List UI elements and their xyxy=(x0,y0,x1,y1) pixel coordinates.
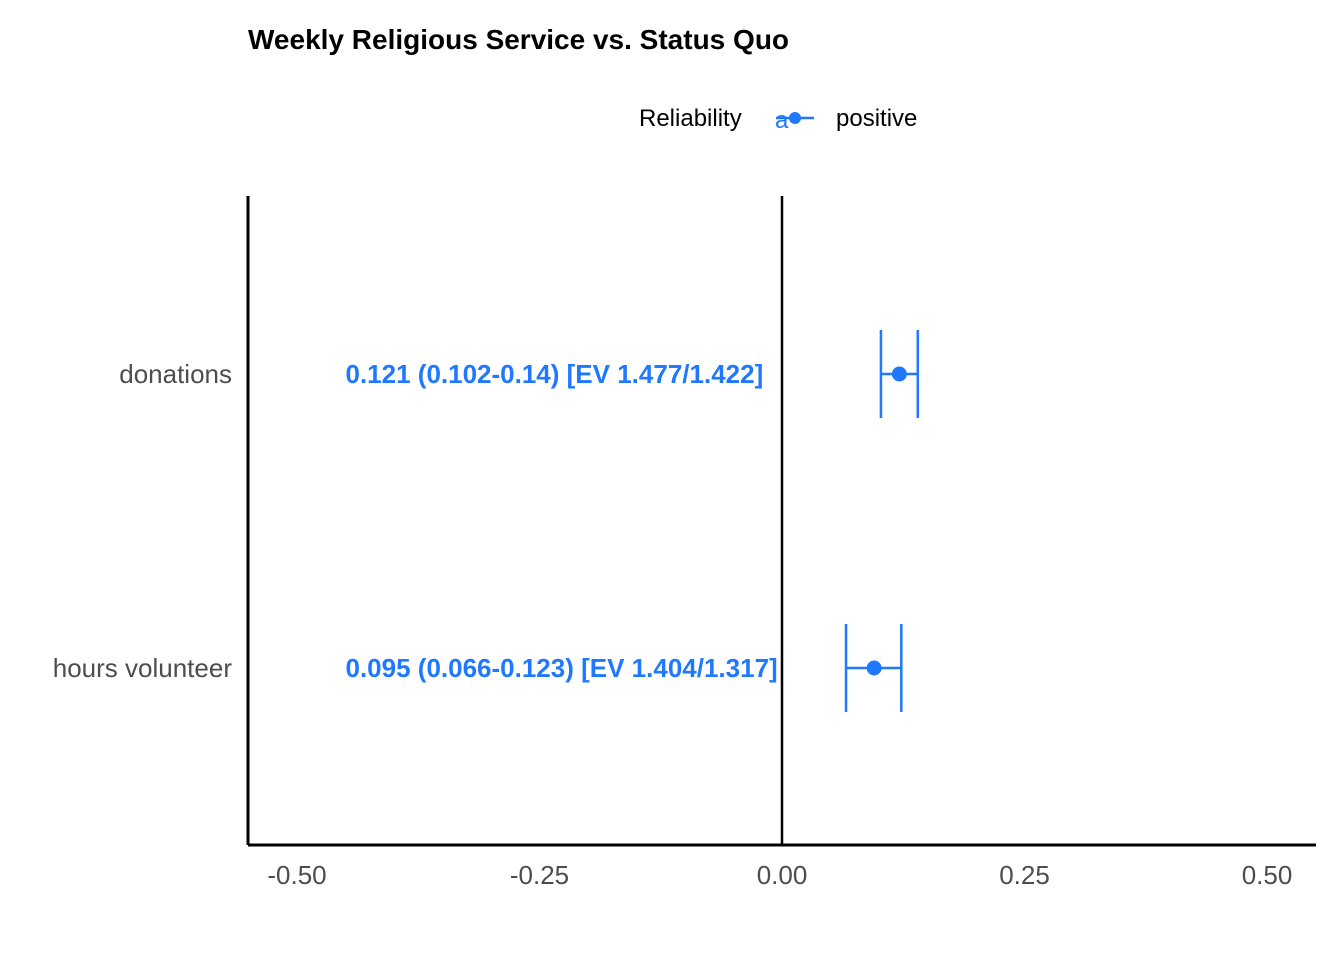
error-bar-group xyxy=(844,624,903,712)
point-estimate xyxy=(891,366,907,382)
error-bar-group xyxy=(879,330,920,418)
chart-title: Weekly Religious Service vs. Status Quo xyxy=(248,24,789,55)
legend-title: Reliability xyxy=(639,105,742,132)
x-tick-label: 0.50 xyxy=(1242,860,1293,890)
y-category-label: donations xyxy=(119,359,232,389)
point-estimate xyxy=(866,660,882,676)
legend-item-label: positive xyxy=(836,105,917,132)
data-label: 0.121 (0.102-0.14) [EV 1.477/1.422] xyxy=(346,359,764,389)
data-label: 0.095 (0.066-0.123) [EV 1.404/1.317] xyxy=(346,653,778,683)
legend-key: a xyxy=(775,107,814,134)
plot-area: -0.50 -0.25 0.00 0.25 0.50 donations hours vol… xyxy=(53,196,1316,890)
legend-key-dot xyxy=(789,112,801,124)
x-tick-label: -0.50 xyxy=(267,860,326,890)
x-tick-label: 0.25 xyxy=(999,860,1050,890)
x-tick-label: 0.00 xyxy=(757,860,808,890)
x-tick-label: -0.25 xyxy=(510,860,569,890)
legend-key-glyph: a xyxy=(775,107,789,134)
legend: Reliability a positive xyxy=(639,105,917,134)
y-category-label: hours volunteer xyxy=(53,653,233,683)
